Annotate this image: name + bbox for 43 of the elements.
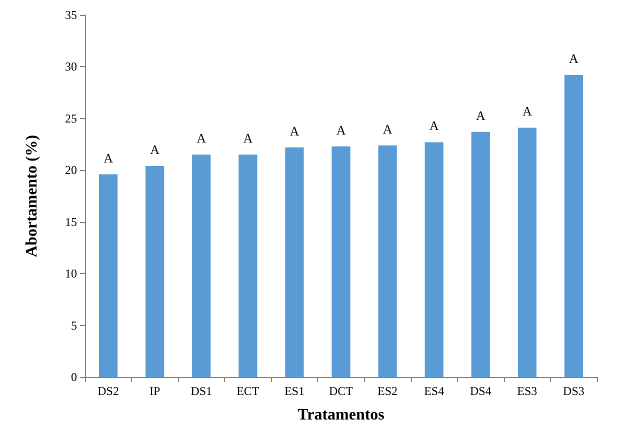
x-tick-label: DS3	[563, 384, 584, 398]
bar	[238, 154, 258, 377]
x-tick-label: ES1	[284, 384, 304, 398]
data-label: A	[104, 150, 114, 166]
data-label: A	[243, 130, 254, 146]
bar	[98, 174, 118, 377]
x-tick-label: ES4	[424, 384, 444, 398]
x-tick-label: DCT	[329, 384, 354, 398]
bar	[378, 145, 397, 377]
y-tick-label: 10	[65, 266, 77, 281]
bar	[332, 146, 350, 377]
bar	[564, 74, 584, 377]
data-label: A	[429, 118, 440, 134]
y-tick-label: 5	[71, 318, 77, 332]
data-label: A	[522, 104, 532, 119]
y-axis-title: Abortamento (%)	[24, 134, 40, 258]
bar	[424, 142, 444, 377]
x-tick-label: DS1	[190, 384, 212, 398]
data-label: A	[476, 108, 486, 123]
bar	[146, 166, 164, 377]
bar	[192, 154, 211, 377]
y-tick-label: 30	[65, 60, 77, 74]
data-label: A	[569, 50, 580, 66]
y-tick-label: 15	[65, 214, 77, 229]
x-tick-label: DS4	[470, 384, 492, 398]
x-tick-label: ES3	[517, 384, 538, 398]
x-tick-label: ES2	[378, 384, 398, 398]
x-axis-title: Tratamentos	[298, 406, 384, 424]
y-tick-label: 20	[65, 163, 77, 178]
x-tick-label: DS2	[98, 384, 119, 398]
y-tick-label: 25	[65, 111, 77, 126]
bar	[471, 132, 490, 377]
data-label: A	[150, 142, 160, 158]
y-tick-label: 0	[71, 370, 77, 384]
data-label: A	[382, 121, 393, 136]
y-tick-label: 35	[65, 8, 77, 22]
data-label: A	[196, 130, 207, 146]
data-label: A	[290, 123, 300, 138]
data-label: A	[336, 122, 346, 138]
x-tick-label: ECT	[236, 384, 260, 398]
bar	[518, 128, 536, 377]
bar	[285, 147, 304, 377]
x-tick-label: IP	[149, 384, 160, 398]
